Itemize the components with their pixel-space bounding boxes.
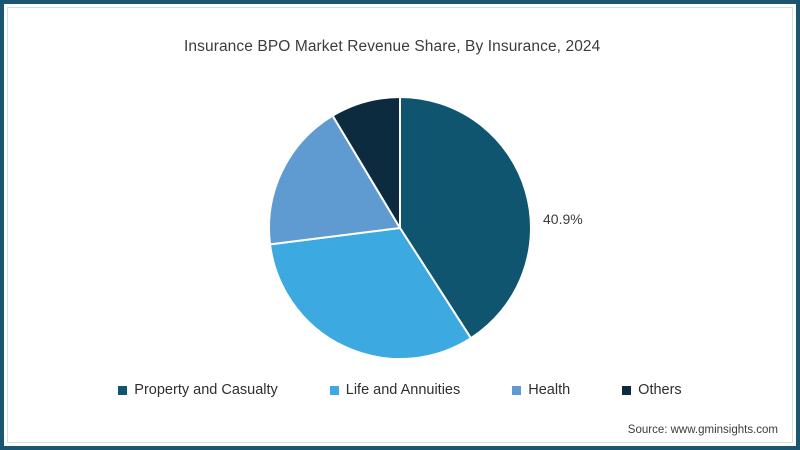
source-note: Source: www.gminsights.com	[627, 424, 778, 436]
legend-item[interactable]: Health	[512, 382, 570, 398]
legend-item-label: Others	[638, 382, 682, 398]
pie-slice[interactable]	[331, 96, 401, 229]
page-title: Insurance BPO Market Revenue Share, By I…	[184, 38, 601, 55]
chart-legend: Property and Casualty Life and Annuities H…	[0, 382, 800, 398]
slice-value-label: 40.9%	[543, 211, 583, 227]
pie-slice[interactable]	[269, 227, 472, 360]
legend-item[interactable]: Life and Annuities	[329, 382, 461, 398]
legend-item-label: Health	[528, 382, 571, 398]
legend-item[interactable]: Others	[622, 382, 682, 398]
pie-slice[interactable]	[268, 114, 401, 246]
legend-swatch-icon	[118, 385, 128, 395]
legend-swatch-icon	[329, 385, 339, 395]
legend-item[interactable]: Property and Casualty	[118, 382, 278, 398]
pie-chart-svg	[268, 96, 532, 360]
legend-swatch-icon	[512, 385, 522, 395]
legend-item-label: Life and Annuities	[345, 382, 461, 398]
pie-chart	[260, 88, 550, 378]
pie-slice-group	[268, 96, 532, 360]
legend-item-label: Property and Casualty	[134, 382, 278, 398]
legend-swatch-icon	[622, 385, 632, 395]
